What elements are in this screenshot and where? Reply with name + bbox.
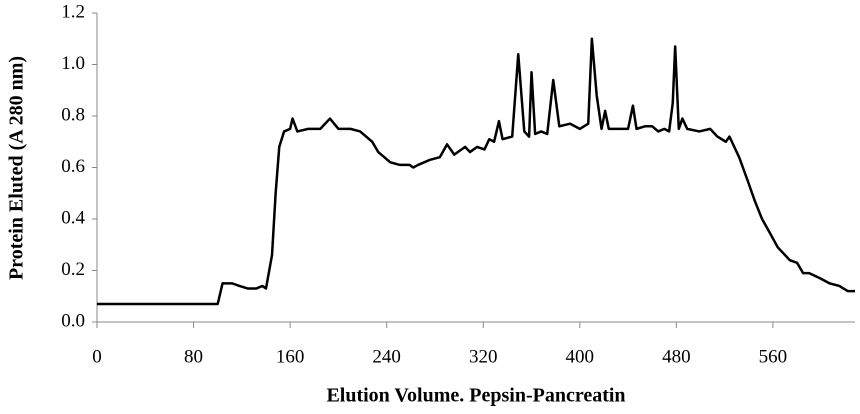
y-tick-label: 0.4	[61, 207, 85, 228]
x-tick-label: 560	[759, 346, 788, 367]
x-tick-label: 160	[276, 346, 305, 367]
x-tick-label: 320	[469, 346, 498, 367]
x-tick-label: 480	[662, 346, 691, 367]
y-tick-label: 0.8	[61, 104, 85, 125]
y-tick-label: 0.0	[61, 310, 85, 331]
x-tick-label: 400	[566, 346, 595, 367]
y-tick-label: 1.0	[61, 53, 85, 74]
y-tick-label: 0.2	[61, 259, 85, 280]
data-line	[97, 37, 855, 306]
y-axis-title: Protein Eluted (A 280 nm)	[6, 56, 28, 280]
x-tick-label: 80	[184, 346, 203, 367]
x-tick-label: 0	[92, 346, 102, 367]
x-tick-label: 240	[372, 346, 401, 367]
y-tick-label: 0.6	[61, 156, 85, 177]
y-tick-label: 1.2	[61, 1, 85, 22]
x-axis-title: Elution Volume. Pepsin-Pancreatin	[326, 385, 625, 407]
